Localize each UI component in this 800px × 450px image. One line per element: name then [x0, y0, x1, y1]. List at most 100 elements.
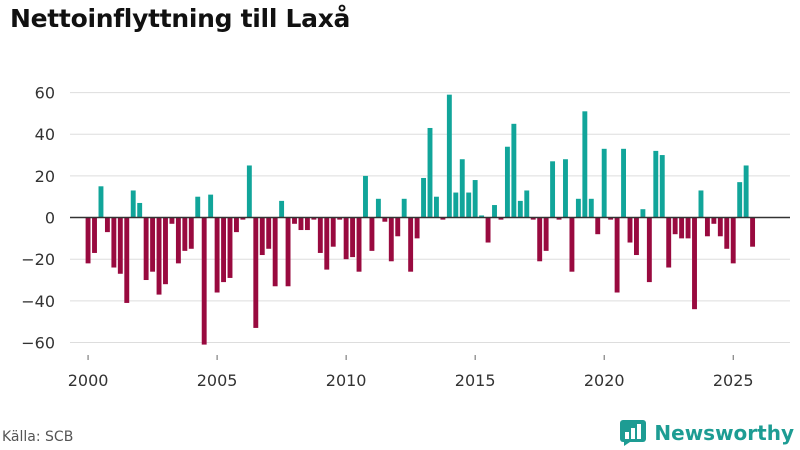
bar — [492, 205, 497, 218]
x-tick-label: 2010 — [326, 371, 367, 390]
bar — [685, 217, 691, 239]
bar — [537, 217, 543, 262]
bar — [169, 217, 175, 224]
bar — [272, 217, 278, 287]
bar — [659, 155, 665, 218]
bar — [621, 148, 626, 218]
bar — [446, 94, 452, 218]
bar — [143, 217, 149, 281]
bar — [498, 217, 504, 220]
bar — [388, 217, 394, 262]
bar — [156, 217, 162, 295]
bar — [285, 217, 291, 287]
bar — [672, 217, 678, 235]
bar — [466, 192, 472, 218]
bar — [414, 217, 420, 239]
bar — [259, 217, 265, 256]
bar — [246, 165, 252, 218]
bar — [511, 123, 517, 218]
bars — [85, 94, 756, 345]
bar — [227, 217, 233, 278]
bar — [427, 127, 433, 218]
bar — [646, 217, 652, 283]
bar — [324, 217, 330, 270]
y-tick-label: −60 — [21, 334, 55, 353]
y-tick-label: −40 — [21, 292, 55, 311]
chart-title: Nettoinflyttning till Laxå — [10, 4, 351, 33]
bar — [188, 217, 194, 249]
x-tick-label: 2005 — [197, 371, 238, 390]
y-tick-label: −20 — [21, 250, 55, 269]
bar — [117, 217, 123, 274]
bar — [627, 217, 633, 243]
bar — [750, 217, 756, 247]
bar — [421, 177, 426, 218]
bar — [730, 217, 736, 264]
bar — [434, 196, 439, 218]
x-tick-label: 2000 — [68, 371, 109, 390]
bar — [608, 217, 614, 220]
bar — [569, 217, 575, 272]
bar — [253, 217, 259, 328]
bar — [453, 192, 459, 218]
bar — [614, 217, 620, 293]
bar — [304, 217, 310, 231]
bar — [517, 200, 523, 218]
bar — [472, 180, 478, 218]
bar — [692, 217, 697, 310]
bar — [163, 217, 168, 285]
bar — [395, 217, 401, 237]
bar — [343, 217, 349, 260]
y-tick-label: 20 — [35, 167, 55, 186]
newsworthy-logo-icon — [620, 420, 647, 446]
bar — [479, 215, 485, 218]
source-label: Källa: SCB — [2, 429, 74, 445]
bar — [724, 217, 730, 249]
bar — [717, 217, 723, 237]
bar — [653, 150, 659, 218]
bar — [356, 217, 362, 272]
brand-name: Newsworthy — [654, 421, 794, 445]
bar — [504, 146, 510, 218]
bar — [666, 217, 672, 268]
bar — [563, 159, 568, 218]
y-tick-label: 60 — [35, 84, 55, 103]
bar — [375, 198, 381, 218]
bar — [317, 217, 323, 253]
bar — [85, 217, 91, 264]
bar — [330, 217, 336, 247]
bar — [130, 190, 136, 218]
bar — [195, 196, 201, 218]
bar — [240, 217, 246, 220]
bar — [292, 217, 297, 224]
brand-logo[interactable]: Newsworthy — [620, 420, 794, 446]
bar — [98, 186, 104, 218]
bar — [137, 202, 143, 218]
bar — [150, 217, 156, 272]
bar — [588, 198, 594, 218]
bar — [221, 217, 226, 283]
bar — [704, 217, 710, 237]
bar — [601, 148, 607, 218]
bar — [382, 217, 388, 222]
bar — [201, 217, 207, 345]
bar — [92, 217, 97, 253]
bar — [440, 217, 446, 220]
bar — [350, 217, 356, 258]
bar — [634, 217, 639, 256]
bar — [104, 217, 110, 233]
y-tick-label: 0 — [45, 209, 55, 228]
y-axis-ticks: 60 40 20 0 −20 −40 −60 — [21, 84, 55, 353]
bar — [266, 217, 272, 249]
bar — [408, 217, 414, 272]
bar — [543, 217, 549, 251]
bar — [550, 161, 556, 218]
bar — [698, 190, 704, 218]
y-tick-label: 40 — [35, 125, 55, 144]
bar — [311, 217, 317, 220]
x-tick-label: 2020 — [584, 371, 625, 390]
bar — [530, 217, 536, 220]
x-tick-label: 2015 — [455, 371, 496, 390]
bar — [369, 217, 375, 251]
